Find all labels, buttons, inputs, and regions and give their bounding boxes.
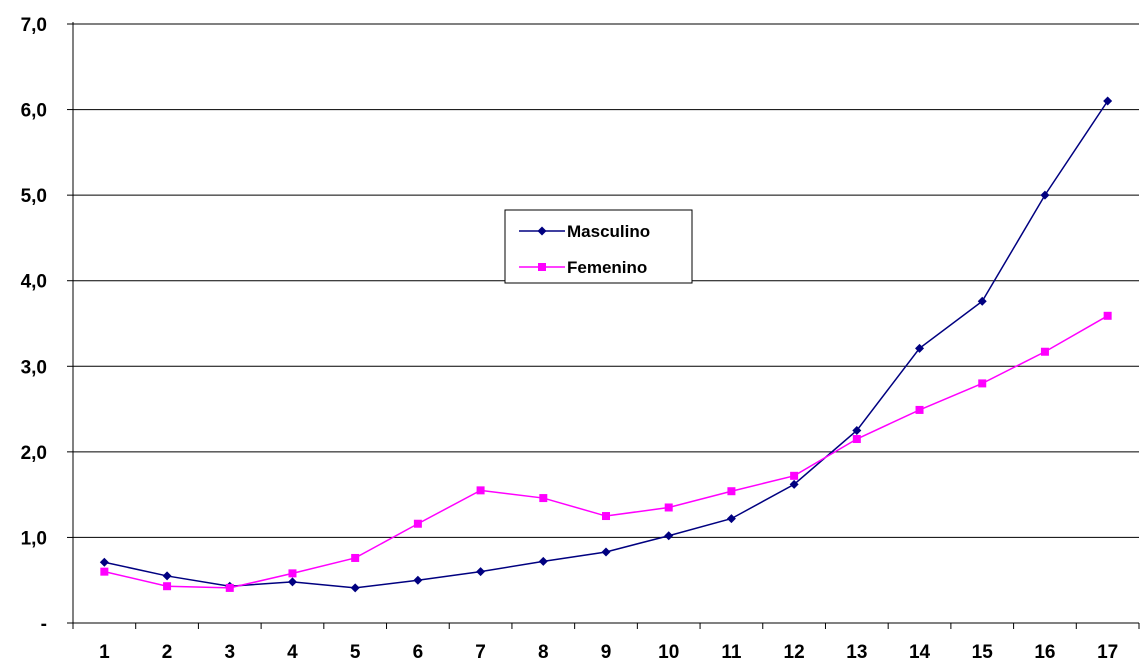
y-tick-label: 4,0 <box>21 272 47 293</box>
data-point-masculino <box>413 576 422 585</box>
y-tick-label: 1,0 <box>21 528 47 549</box>
data-point-femenino <box>477 486 485 494</box>
x-tick-label: 11 <box>721 642 742 662</box>
data-point-masculino <box>539 557 548 566</box>
legend-marker-femenino <box>538 263 546 271</box>
axes <box>67 22 1139 629</box>
x-tick-label: 2 <box>162 642 173 662</box>
data-point-femenino <box>665 503 673 511</box>
x-tick-label: 12 <box>784 642 805 662</box>
data-point-femenino <box>414 520 422 528</box>
x-tick-label: 4 <box>287 642 298 662</box>
x-tick-label: 9 <box>601 642 612 662</box>
x-tick-label: 8 <box>538 642 549 662</box>
legend-label-femenino: Femenino <box>567 258 647 277</box>
legend-label-masculino: Masculino <box>567 222 650 241</box>
legend: Masculino Femenino <box>505 210 692 283</box>
x-tick-label: 6 <box>413 642 424 662</box>
data-point-masculino <box>100 558 109 567</box>
x-tick-label: 17 <box>1097 642 1118 662</box>
data-point-masculino <box>351 583 360 592</box>
series-lines <box>100 97 1112 593</box>
data-point-femenino <box>226 584 234 592</box>
data-point-femenino <box>602 512 610 520</box>
x-tick-label: 3 <box>224 642 235 662</box>
y-tick-label: 7,0 <box>21 15 47 36</box>
data-point-masculino <box>1103 97 1112 106</box>
x-tick-label: 14 <box>909 642 931 662</box>
x-tick-label: 7 <box>475 642 486 662</box>
data-point-femenino <box>853 435 861 443</box>
data-point-masculino <box>602 547 611 556</box>
y-tick-label: 3,0 <box>21 357 47 378</box>
x-axis-tick-labels: 1 2 3 4 5 6 7 8 9 10 11 12 13 14 15 16 17 <box>99 642 1118 662</box>
data-point-femenino <box>1104 312 1112 320</box>
data-point-masculino <box>476 567 485 576</box>
y-tick-label: 6,0 <box>21 101 47 122</box>
data-point-masculino <box>727 514 736 523</box>
data-point-femenino <box>978 379 986 387</box>
y-tick-label: 5,0 <box>21 186 47 207</box>
x-tick-label: 1 <box>99 642 110 662</box>
y-tick-label: - <box>41 614 47 635</box>
data-point-femenino <box>288 569 296 577</box>
data-point-femenino <box>790 472 798 480</box>
data-point-femenino <box>100 568 108 576</box>
x-tick-label: 15 <box>972 642 994 662</box>
data-point-masculino <box>1040 191 1049 200</box>
data-point-femenino <box>163 582 171 590</box>
x-tick-label: 10 <box>658 642 679 662</box>
data-point-femenino <box>727 487 735 495</box>
y-tick-label: 2,0 <box>21 443 47 464</box>
x-tick-label: 16 <box>1034 642 1055 662</box>
data-point-femenino <box>351 554 359 562</box>
x-tick-label: 13 <box>846 642 867 662</box>
x-tick-label: 5 <box>350 642 361 662</box>
data-point-masculino <box>163 571 172 580</box>
data-point-femenino <box>539 494 547 502</box>
data-point-masculino <box>288 577 297 586</box>
data-point-femenino <box>916 406 924 414</box>
data-point-masculino <box>664 531 673 540</box>
y-axis-tick-labels: - 1,0 2,0 3,0 4,0 5,0 6,0 7,0 <box>21 15 47 635</box>
data-point-femenino <box>1041 348 1049 356</box>
